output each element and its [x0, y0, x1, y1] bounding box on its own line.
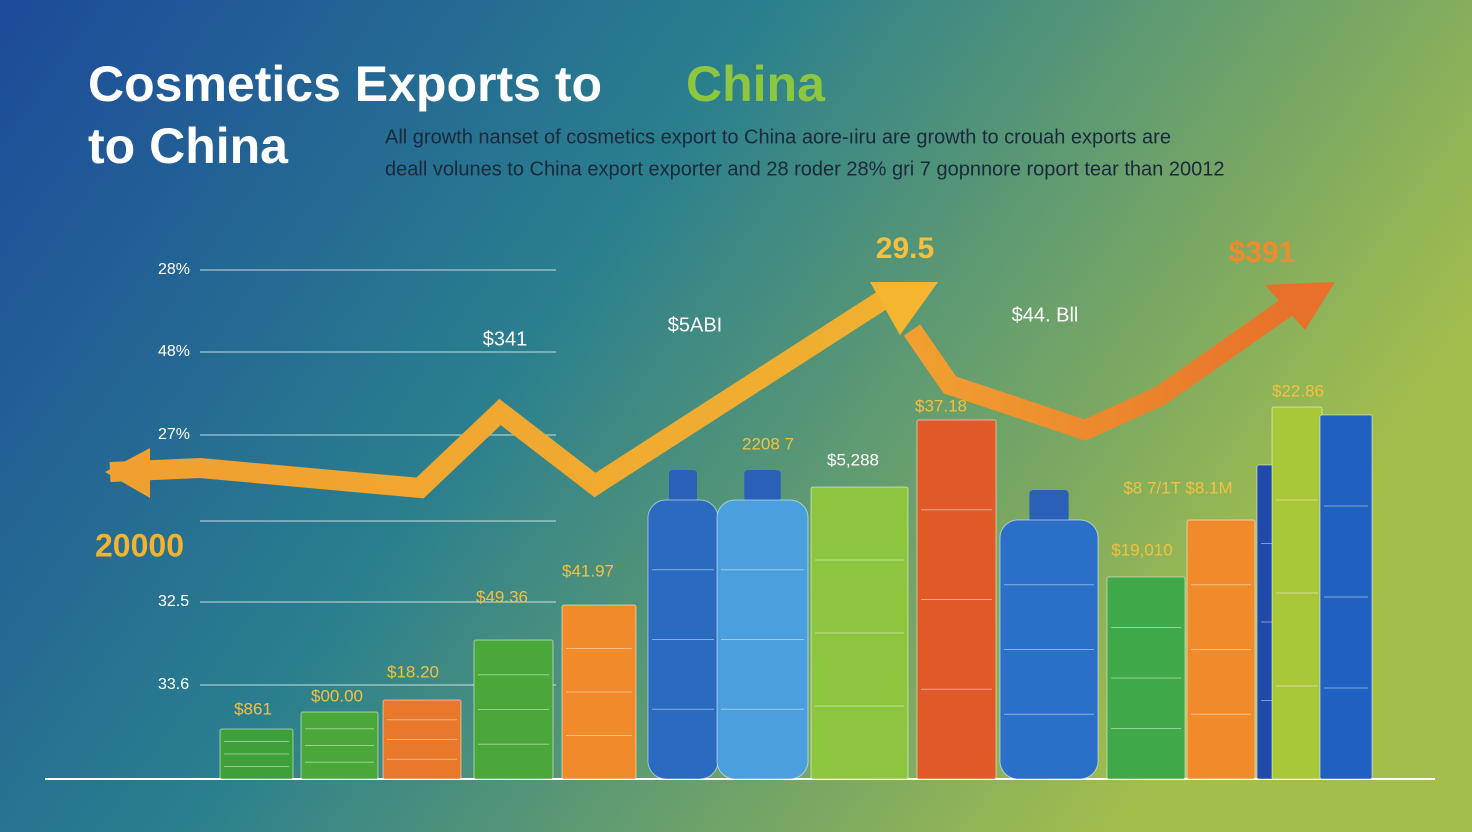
bar [219, 728, 294, 780]
bar [1319, 414, 1373, 780]
callout: $391 [1229, 236, 1296, 269]
arrow-head [1265, 282, 1335, 330]
bar-label: $5,288 [827, 450, 879, 469]
bar-label: $22.86 [1272, 381, 1324, 400]
bar [473, 639, 554, 780]
axis-label: 27% [158, 426, 190, 443]
trend-arrow [109, 283, 901, 499]
bar [382, 699, 462, 780]
bar-label: $8 7/1T $8.1M [1123, 478, 1232, 497]
trend-arrow [903, 289, 1306, 441]
axis-label: 32.5 [158, 593, 189, 610]
bottle-cap [1029, 490, 1069, 522]
bar [716, 499, 809, 780]
bars [105, 282, 1335, 499]
bar [1106, 576, 1186, 780]
bar [300, 711, 379, 780]
bar-label: $861 [234, 699, 272, 718]
subtitle: All growth nanset of cosmetics export to… [385, 126, 1171, 148]
bar-label: $41.97 [562, 561, 614, 580]
bar [810, 486, 909, 780]
bar-label: $00.00 [311, 686, 363, 705]
bottle-cap [669, 470, 697, 502]
bar-label: 2208 7 [742, 434, 794, 453]
callout: $5ABI [668, 314, 722, 336]
title-line: Cosmetics Exports to [88, 56, 602, 112]
bar [999, 519, 1099, 780]
callout: $44. Bll [1012, 304, 1079, 326]
axis-label: 48% [158, 343, 190, 360]
bar-label: $19,010 [1111, 540, 1172, 559]
bar [1186, 519, 1256, 780]
subtitle: deall volunes to China export exporter a… [385, 158, 1224, 180]
arrow-head [105, 448, 150, 498]
bar-label: $18.20 [387, 662, 439, 681]
bar-label: $37.18 [915, 396, 967, 415]
axis-label: 28% [158, 261, 190, 278]
bar-label: $49.36 [476, 587, 528, 606]
title-accent: China [686, 56, 826, 112]
bar [916, 419, 997, 780]
callout: 29.5 [876, 232, 934, 265]
title-line: to China [88, 118, 289, 174]
bottle-cap [744, 470, 781, 502]
axis-label: 20000 [95, 527, 184, 563]
axis-label: 33.6 [158, 676, 189, 693]
bar [561, 604, 637, 780]
arrow-head [870, 282, 938, 335]
callout: $341 [483, 328, 528, 350]
